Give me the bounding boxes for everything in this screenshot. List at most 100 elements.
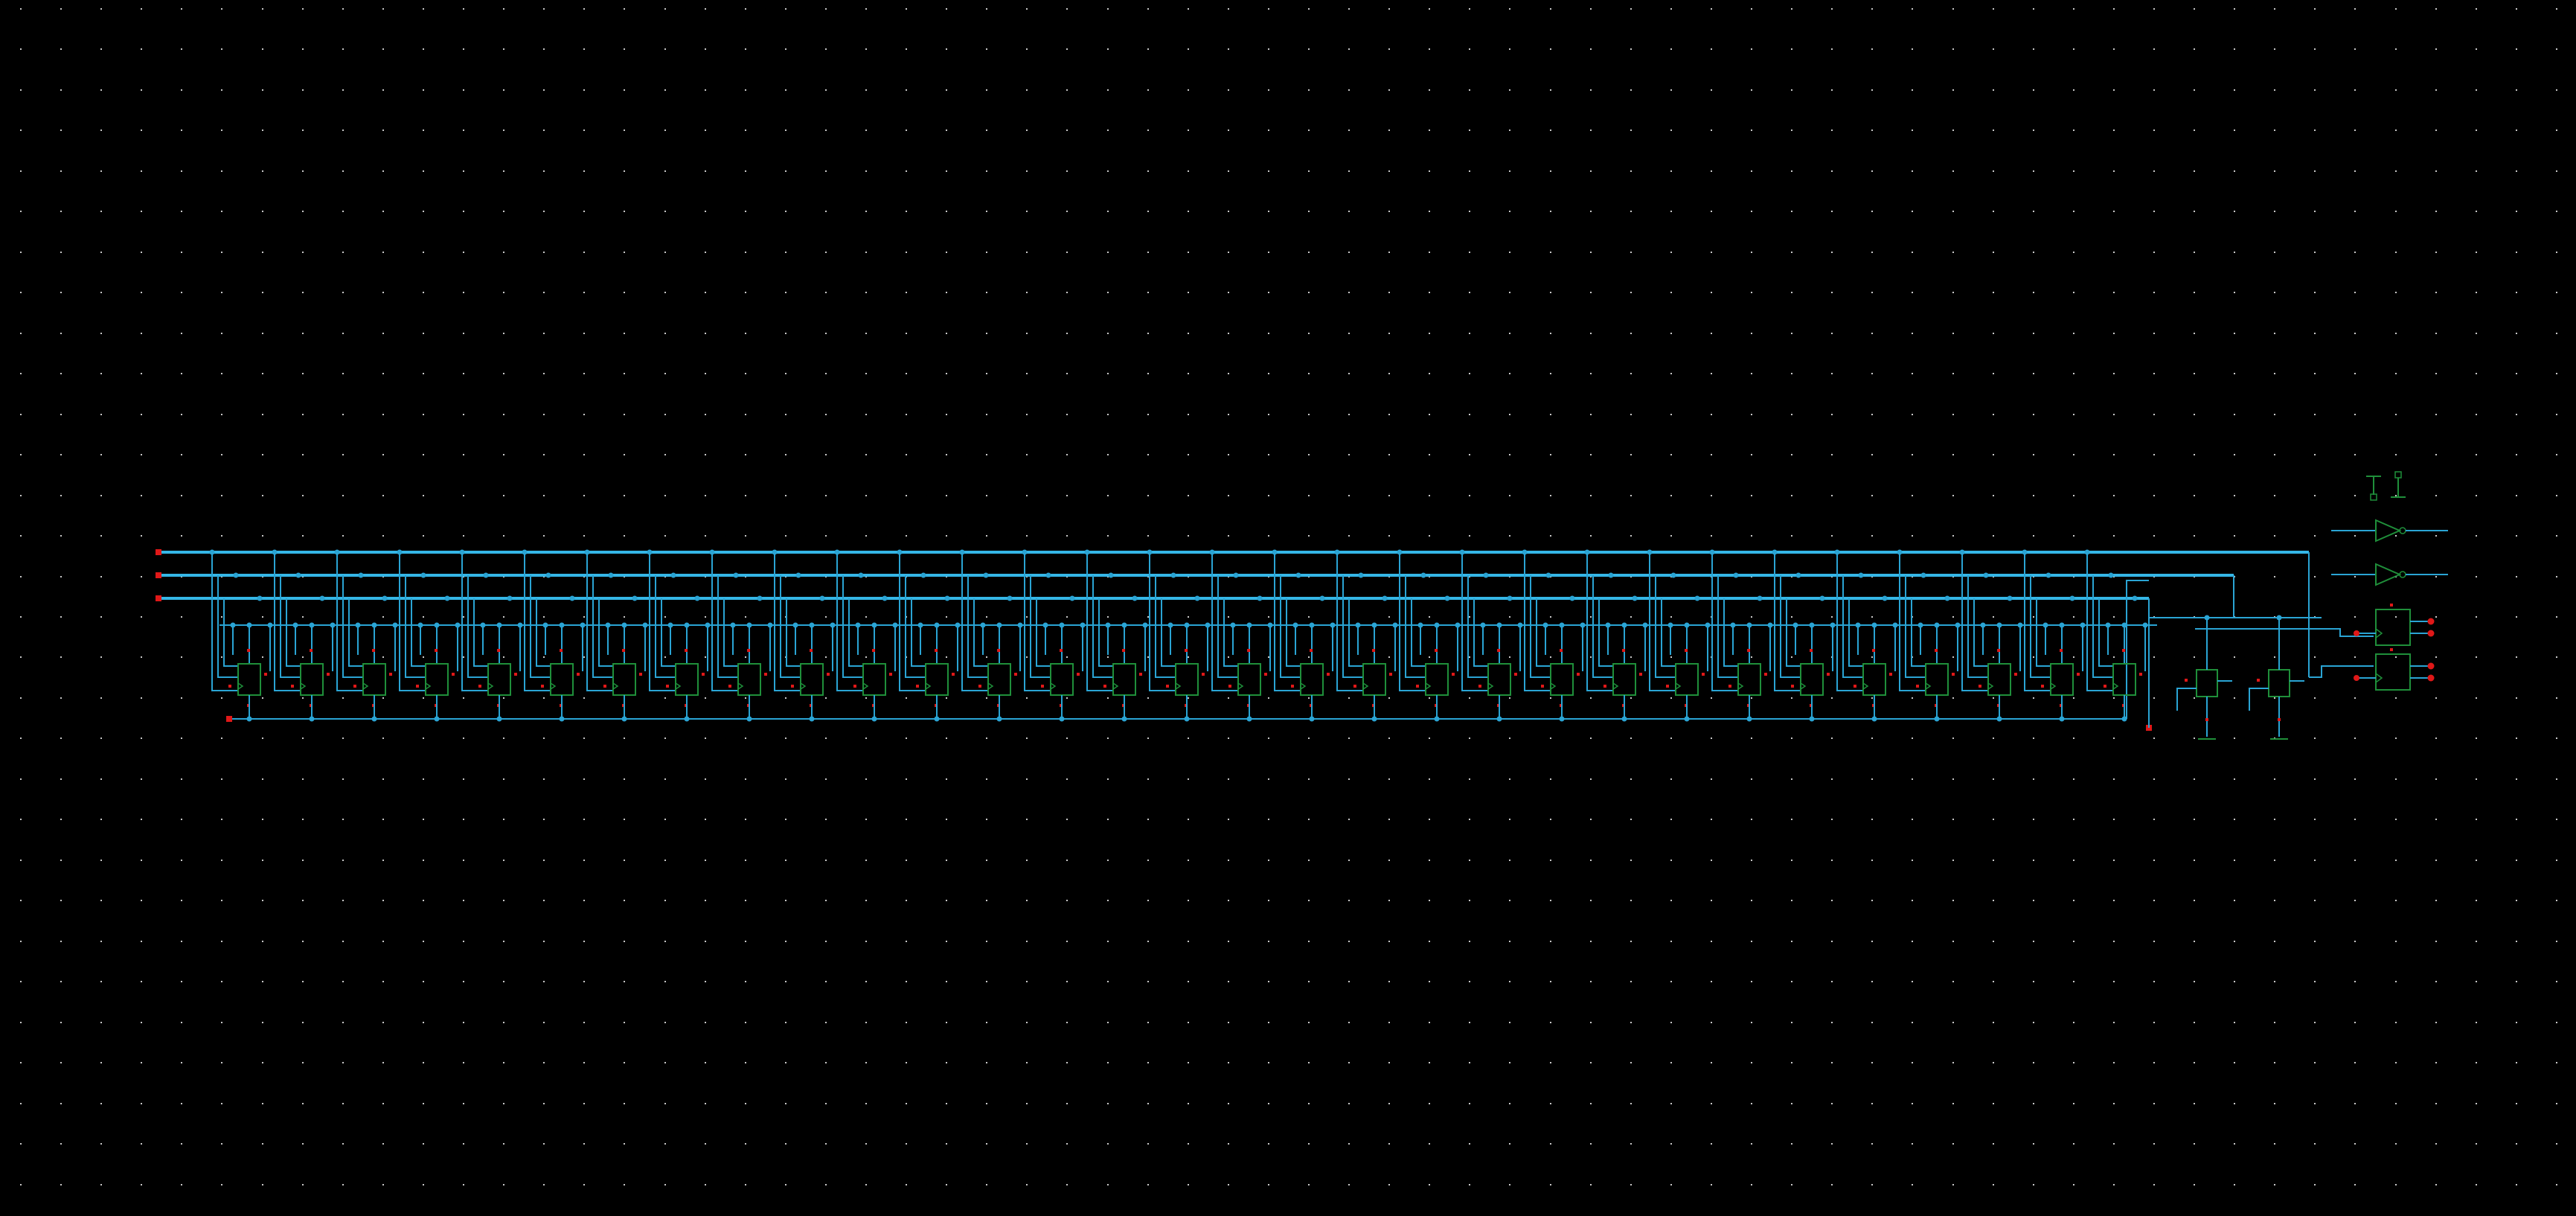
cell-23[interactable] [1584, 549, 1658, 722]
grid-dot [2194, 737, 2195, 739]
cell-3[interactable] [334, 549, 408, 722]
grid-dot [745, 1062, 746, 1063]
grid-dot [463, 292, 464, 293]
grid-dot [1348, 170, 1350, 172]
grid-dot [785, 778, 786, 780]
cell-17[interactable] [1209, 549, 1283, 722]
cell-18[interactable] [1272, 549, 1345, 722]
bus-input-pin-2[interactable] [156, 572, 161, 578]
grid-dot [100, 900, 102, 901]
cell-4[interactable] [397, 549, 470, 722]
cell-6[interactable] [522, 549, 595, 722]
cell-9[interactable] [709, 549, 783, 722]
output-block-box[interactable] [2375, 653, 2411, 691]
cell-13[interactable] [959, 549, 1033, 722]
grid-dot [1308, 414, 1310, 415]
grid-dot [1791, 252, 1792, 253]
cell-12[interactable] [897, 549, 970, 722]
grid-dot [2033, 252, 2034, 253]
grid-dot [1670, 495, 1672, 496]
cell-19[interactable] [1334, 549, 1408, 722]
cell-26[interactable] [1772, 549, 1845, 722]
grid-dot [423, 1103, 424, 1104]
grid-dot [2113, 292, 2115, 293]
grid-dot [100, 1184, 102, 1185]
extra-cell-2[interactable] [2249, 615, 2304, 740]
cell-pin [764, 673, 767, 676]
cell-pin [1478, 685, 1481, 688]
grid-dot [1066, 535, 1068, 537]
cell-24[interactable] [1647, 549, 1720, 722]
feed-wire-b [467, 575, 489, 678]
grid-dot [20, 1103, 22, 1104]
cell-15[interactable] [1084, 549, 1158, 722]
cell-29[interactable] [1959, 549, 2033, 722]
grid-dot [2234, 697, 2235, 699]
grid-dot [1550, 48, 1551, 50]
grid-dot [946, 737, 947, 739]
cell-pin [577, 673, 580, 676]
buffer-1[interactable] [2331, 519, 2448, 543]
cell-8[interactable] [647, 549, 720, 722]
grid-dot [624, 333, 625, 334]
grid-dot [2395, 89, 2397, 91]
grid-dot [906, 1184, 907, 1185]
grid-dot [745, 941, 746, 942]
cell-20[interactable] [1397, 549, 1470, 722]
cell-11[interactable] [834, 549, 908, 722]
grid-dot [1590, 89, 1592, 91]
grid-dot [60, 373, 62, 374]
grid-dot [705, 1022, 706, 1023]
grid-dot [705, 333, 706, 334]
grid-dot [342, 900, 344, 901]
cell-22[interactable] [1522, 549, 1595, 722]
output-block-2[interactable] [2354, 648, 2435, 691]
cell-10[interactable] [772, 549, 845, 722]
grid-dot [1147, 454, 1149, 455]
grid-dot [865, 941, 867, 942]
grid-dot [503, 900, 504, 901]
clock-marker [300, 682, 307, 690]
cell-2[interactable] [272, 549, 345, 722]
buffer-triangle[interactable] [2375, 563, 2402, 586]
cell-27[interactable] [1834, 549, 1908, 722]
cell-7[interactable] [584, 549, 658, 722]
cell-16[interactable] [1147, 549, 1220, 722]
grid-dot [1066, 292, 1068, 293]
output-block-1[interactable] [2354, 604, 2435, 646]
grid-dot [1711, 48, 1712, 50]
grid-dot [624, 737, 625, 739]
buffer-2[interactable] [2331, 563, 2448, 586]
feed-wire-c [1036, 598, 1051, 667]
bus-input-pin-1[interactable] [156, 549, 161, 555]
cell-array [209, 549, 2158, 722]
output-block-box[interactable] [2375, 609, 2411, 646]
grid-dot [342, 981, 344, 982]
grid-dot [20, 737, 22, 739]
cell-pin [291, 685, 294, 688]
grid-dot [60, 819, 62, 820]
cell-31[interactable] [2084, 549, 2158, 722]
grid-dot [221, 1143, 222, 1145]
bus-input-pin-3[interactable] [156, 595, 161, 601]
grid-dot [1590, 778, 1592, 780]
grid-dot [2476, 900, 2477, 901]
feed-wire-c [411, 598, 426, 667]
cell-1[interactable] [209, 549, 283, 722]
buffer-triangle[interactable] [2375, 519, 2402, 543]
cell-25[interactable] [1709, 549, 1783, 722]
grid-dot [1388, 981, 1390, 982]
grid-dot [1188, 1184, 1189, 1185]
cell-30[interactable] [2022, 549, 2095, 722]
grid-dot [221, 8, 222, 10]
grid-dot [2314, 860, 2316, 861]
cell-5[interactable] [459, 549, 533, 722]
cell-28[interactable] [1897, 549, 1970, 722]
cell-14[interactable] [1022, 549, 1095, 722]
extra-cell-1[interactable] [2176, 615, 2232, 740]
cell-21[interactable] [1459, 549, 1533, 722]
bottom-input-pin[interactable] [226, 716, 232, 722]
grid-dot [20, 211, 22, 212]
grid-dot [2314, 333, 2316, 334]
